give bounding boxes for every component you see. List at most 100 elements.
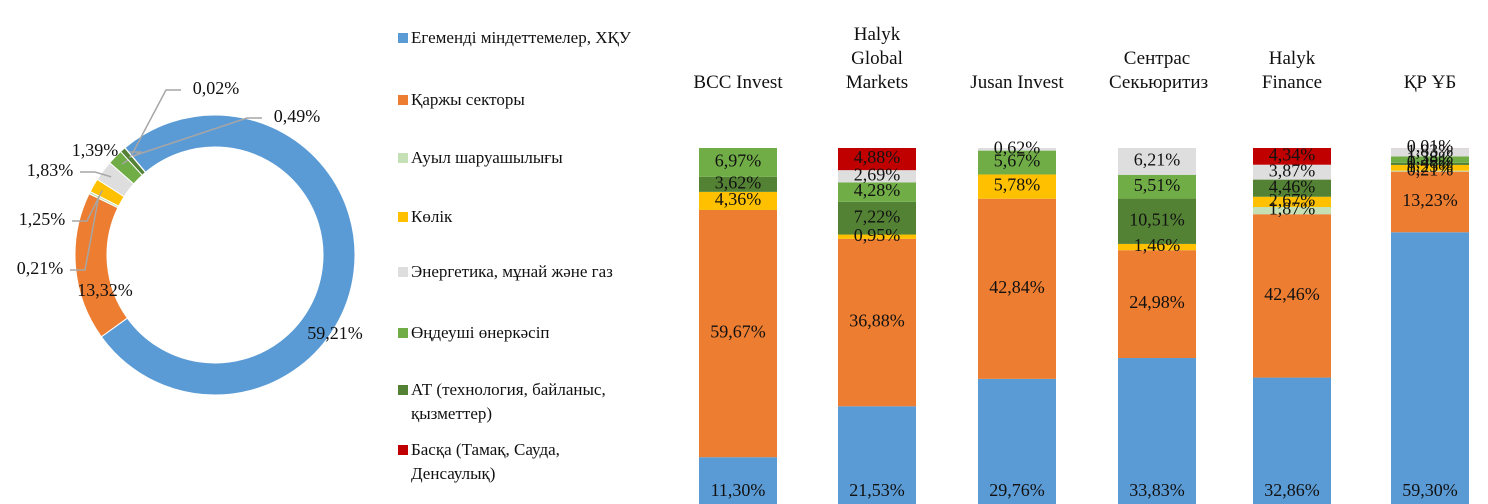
donut-segment bbox=[124, 147, 147, 174]
bar-segment bbox=[1391, 232, 1469, 504]
bar-segment bbox=[1118, 198, 1196, 244]
data-label: 5,51% bbox=[1134, 175, 1181, 195]
bar-segment bbox=[1391, 162, 1469, 165]
bar-segment bbox=[978, 198, 1056, 379]
category-label: Halyk Global Markets bbox=[845, 24, 909, 93]
category-label: Jusan Invest bbox=[970, 72, 1064, 93]
data-label: 42,84% bbox=[989, 277, 1045, 297]
bar-segment bbox=[838, 234, 916, 239]
bar-segment bbox=[1391, 148, 1469, 157]
data-label: 1,25% bbox=[1407, 156, 1454, 176]
bar-segment bbox=[978, 174, 1056, 199]
legend-swatch bbox=[398, 445, 408, 455]
bar-segment bbox=[1253, 196, 1331, 208]
legend-item: Басқа (Тамақ, Сауда, Денсаулық) bbox=[398, 438, 638, 486]
data-label: 33,83% bbox=[1129, 480, 1185, 500]
legend-swatch bbox=[398, 153, 408, 163]
legend-swatch bbox=[398, 267, 408, 277]
donut-label: 0,21% bbox=[17, 258, 64, 278]
data-label: 1,83% bbox=[1407, 140, 1454, 160]
data-label: 4,46% bbox=[1269, 176, 1316, 196]
donut-label: 0,02% bbox=[193, 78, 240, 98]
data-label: 36,88% bbox=[849, 311, 905, 331]
category-label: Halyk Finance bbox=[1261, 48, 1323, 93]
data-label: 0,01% bbox=[1407, 136, 1454, 156]
data-label: 1,87% bbox=[1269, 199, 1316, 219]
data-label: 42,46% bbox=[1264, 284, 1320, 304]
bar-segment bbox=[838, 182, 916, 202]
data-label: 59,67% bbox=[710, 322, 766, 342]
data-label: 4,28% bbox=[854, 180, 901, 200]
bar-segment bbox=[838, 238, 916, 407]
bar-segment bbox=[1118, 148, 1196, 175]
bar-segment bbox=[838, 148, 916, 171]
legend-label: Ауыл шаруашылығы bbox=[411, 148, 563, 167]
bar-segment bbox=[838, 201, 916, 235]
donut-segment bbox=[100, 114, 356, 396]
data-label: 0,21% bbox=[1407, 159, 1454, 179]
bar-segment bbox=[699, 191, 777, 210]
data-label: 29,76% bbox=[989, 480, 1045, 500]
data-label: 6,21% bbox=[1134, 150, 1181, 170]
bar-segment bbox=[1391, 171, 1469, 233]
category-label: ҚР ҰБ bbox=[1403, 72, 1457, 93]
data-label: 11,30% bbox=[711, 480, 766, 500]
data-label: 5,67% bbox=[994, 151, 1041, 171]
legend-item: Қаржы секторы bbox=[398, 88, 638, 112]
data-label: 10,51% bbox=[1129, 209, 1185, 229]
bar-segment bbox=[1253, 207, 1331, 215]
data-label: 5,78% bbox=[994, 175, 1041, 195]
bar-segment bbox=[978, 378, 1056, 504]
legend-label: Басқа (Тамақ, Сауда, Денсаулық) bbox=[411, 440, 560, 483]
bar-segment bbox=[1253, 164, 1331, 180]
legend-swatch bbox=[398, 95, 408, 105]
data-label: 2,67% bbox=[1269, 190, 1316, 210]
legend-label: Энергетика, мұнай және газ bbox=[411, 262, 613, 281]
data-label: 6,97% bbox=[715, 151, 762, 171]
category-label: BCC Invest bbox=[693, 72, 783, 93]
data-label: 4,88% bbox=[854, 147, 901, 167]
bar-segment bbox=[1391, 164, 1469, 171]
leader-line bbox=[80, 171, 112, 178]
legend-swatch bbox=[398, 328, 408, 338]
bar-segment bbox=[1391, 170, 1469, 172]
data-label: 32,86% bbox=[1264, 480, 1320, 500]
donut-label: 1,39% bbox=[72, 140, 119, 160]
bar-segment bbox=[978, 150, 1056, 175]
data-label: 59,30% bbox=[1402, 480, 1458, 500]
data-label: 1,46% bbox=[1134, 235, 1181, 255]
donut-segment bbox=[74, 193, 129, 338]
data-label: 3,62% bbox=[715, 173, 762, 193]
bar-segment bbox=[1118, 243, 1196, 251]
leader-line bbox=[130, 89, 181, 156]
legend-label: Қаржы секторы bbox=[411, 90, 525, 109]
data-label: 0,95% bbox=[854, 225, 901, 245]
data-label: 4,36% bbox=[715, 189, 762, 209]
bar-segment bbox=[1391, 156, 1469, 163]
bar-segment bbox=[838, 406, 916, 504]
bar-segment bbox=[1253, 148, 1331, 165]
data-label: 24,98% bbox=[1129, 292, 1185, 312]
bar-segment bbox=[1118, 174, 1196, 199]
donut-label: 1,83% bbox=[27, 160, 74, 180]
bar-segment bbox=[978, 148, 1056, 151]
data-label: 13,23% bbox=[1402, 190, 1458, 210]
donut-label: 1,25% bbox=[19, 209, 66, 229]
donut-label: 59,21% bbox=[307, 323, 363, 343]
legend-item: АТ (технология, байланыс, қызметтер) bbox=[398, 378, 638, 426]
leader-line bbox=[70, 196, 100, 271]
legend-item: Егеменді міндеттемелер, ХҚУ bbox=[398, 26, 638, 50]
leader-line bbox=[72, 190, 103, 222]
donut-label: 13,32% bbox=[77, 280, 133, 300]
data-label: 2,69% bbox=[854, 164, 901, 184]
bar-segment bbox=[1253, 377, 1331, 504]
data-label: 1,38% bbox=[1407, 148, 1454, 168]
legend-label: Егеменді міндеттемелер, ХҚУ bbox=[411, 28, 631, 47]
bar-segment bbox=[699, 176, 777, 192]
legend-label: Көлік bbox=[411, 207, 453, 226]
donut-label: 0,49% bbox=[274, 106, 321, 126]
bar-segment bbox=[838, 170, 916, 183]
legend-item: Ауыл шаруашылығы bbox=[398, 146, 638, 170]
bar-segment bbox=[699, 209, 777, 458]
